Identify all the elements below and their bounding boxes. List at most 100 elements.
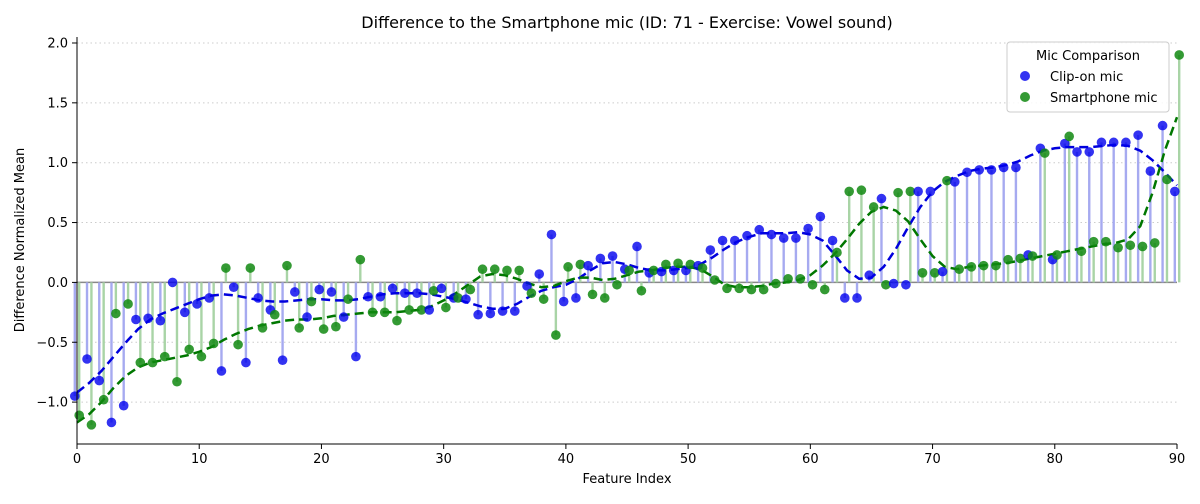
- clip-on-point: [962, 167, 972, 178]
- smartphone-point: [306, 296, 317, 307]
- smartphone-point: [245, 263, 256, 273]
- smartphone-point: [1088, 236, 1099, 247]
- clip-on-point: [338, 312, 349, 322]
- smartphone-point: [1125, 240, 1136, 251]
- smartphone-point: [966, 262, 977, 272]
- legend-label-clip-on: Clip-on mic: [1050, 70, 1123, 85]
- smartphone-point: [648, 265, 659, 276]
- smartphone-point: [379, 307, 390, 318]
- smartphone-point: [1113, 242, 1123, 253]
- clip-on-point: [241, 357, 251, 368]
- smartphone-point: [1015, 253, 1026, 264]
- smartphone-point: [147, 357, 158, 368]
- x-tick-label: 80: [1047, 452, 1064, 467]
- y-tick-label: 1.5: [47, 96, 68, 111]
- smartphone-point: [159, 351, 170, 362]
- smartphone-point: [942, 175, 952, 186]
- x-tick-label: 50: [680, 452, 697, 467]
- smartphone-point: [734, 283, 744, 294]
- smartphone-point: [355, 254, 366, 265]
- smartphone-point: [893, 187, 903, 198]
- clip-on-point: [82, 354, 92, 364]
- smartphone-point: [196, 351, 207, 362]
- clip-on-point: [705, 245, 716, 255]
- smartphone-point: [856, 185, 867, 196]
- smartphone-point: [526, 288, 537, 298]
- clip-on-point: [1133, 130, 1143, 140]
- smartphone-point: [502, 265, 512, 276]
- y-tick-label: −0.5: [36, 336, 68, 351]
- clip-on-point: [1072, 147, 1082, 157]
- smartphone-point: [868, 202, 879, 212]
- clip-on-point: [1084, 147, 1095, 157]
- clip-on-point: [424, 305, 435, 315]
- clip-on-point: [180, 307, 190, 318]
- clip-on-point: [70, 391, 80, 401]
- clip-on-point: [106, 417, 117, 428]
- clip-on-point: [827, 235, 838, 246]
- clip-on-point: [864, 270, 875, 281]
- y-ticks: −1.0 −0.5 0.0 0.5 1.0 1.5 2.0: [36, 36, 77, 411]
- x-tick-label: 20: [313, 452, 330, 467]
- smartphone-point: [1027, 251, 1038, 261]
- smartphone-point: [1052, 250, 1062, 260]
- smartphone-point: [233, 339, 243, 350]
- clip-on-point: [668, 265, 679, 276]
- clip-on-point: [632, 241, 642, 252]
- smartphone-point: [563, 262, 573, 272]
- clip-on-point: [363, 291, 373, 302]
- clip-on-point: [815, 211, 826, 222]
- clip-on-point: [314, 284, 325, 295]
- smartphone-point: [1003, 254, 1013, 265]
- smartphone-point: [1101, 236, 1111, 247]
- clip-on-point: [143, 313, 153, 324]
- smartphone-point: [905, 186, 916, 197]
- smartphone-point: [489, 264, 500, 275]
- smartphone-point: [111, 308, 121, 319]
- clip-on-point: [558, 296, 569, 307]
- legend-box: [1006, 41, 1170, 113]
- clip-on-point: [1011, 162, 1021, 173]
- clip-on-point: [656, 266, 667, 277]
- clip-on-point: [571, 293, 581, 303]
- smartphone-point: [221, 263, 231, 273]
- data-points: [70, 50, 1184, 430]
- smartphone-point: [392, 315, 402, 326]
- smartphone-point: [184, 344, 194, 355]
- clip-on-point: [216, 366, 227, 376]
- x-tick-label: 10: [191, 452, 208, 467]
- smartphone-point: [98, 394, 109, 405]
- clip-on-point: [485, 308, 496, 319]
- smartphone-point: [929, 268, 940, 278]
- clip-on-point: [534, 269, 545, 279]
- smartphone-point: [783, 274, 793, 284]
- smartphone-point: [331, 321, 341, 332]
- smartphone-point: [1137, 241, 1148, 252]
- smartphone-point: [697, 263, 708, 273]
- clip-on-point: [473, 309, 483, 320]
- clip-on-point: [400, 288, 410, 298]
- smartphone-point: [624, 265, 634, 276]
- smartphone-point: [135, 357, 146, 368]
- clip-on-point: [94, 375, 105, 386]
- smartphone-point: [1174, 50, 1184, 60]
- smartphone-point: [538, 294, 549, 304]
- clip-on-point: [876, 193, 887, 204]
- smartphone-point: [282, 260, 292, 271]
- smartphone-point: [636, 285, 647, 296]
- smartphone-point: [74, 410, 84, 421]
- smartphone-point: [1039, 148, 1050, 158]
- y-axis-label: Difference Normalized Mean: [13, 148, 28, 332]
- smartphone-point: [881, 279, 891, 290]
- smartphone-point: [832, 247, 842, 258]
- smartphone-point: [477, 264, 488, 275]
- legend-marker-smartphone: [1020, 92, 1030, 102]
- smartphone-point: [453, 293, 463, 303]
- smartphone-point: [465, 284, 476, 295]
- smartphone-point: [1149, 238, 1160, 248]
- smartphone-point: [612, 279, 622, 290]
- x-tick-label: 90: [1169, 452, 1186, 467]
- smartphone-point: [367, 307, 378, 318]
